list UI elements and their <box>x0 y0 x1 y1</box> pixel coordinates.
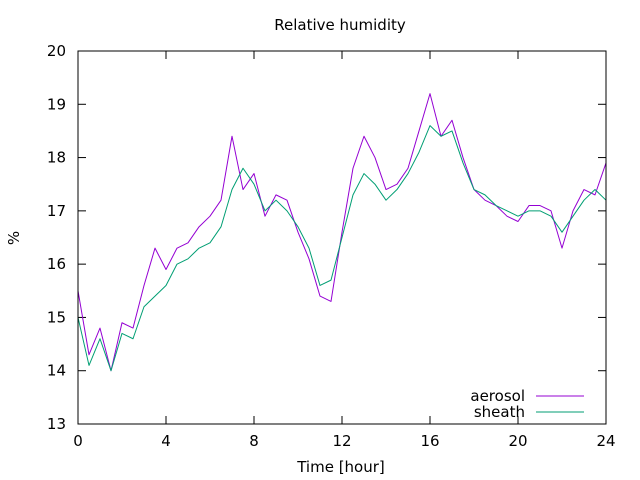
x-axis-label: Time [hour] <box>296 458 385 476</box>
x-tick-label: 16 <box>420 432 439 450</box>
y-tick-label: 19 <box>47 95 66 113</box>
series-line-aerosol <box>77 93 607 372</box>
y-tick-label: 14 <box>47 362 66 380</box>
y-tick-label: 20 <box>47 42 66 60</box>
legend-label-sheath: sheath <box>474 403 525 421</box>
y-tick-label: 17 <box>47 202 66 220</box>
chart-title: Relative humidity <box>274 16 406 34</box>
y-tick-label: 15 <box>47 308 66 326</box>
series-group <box>77 93 607 372</box>
series-line-sheath <box>77 125 607 372</box>
x-tick-label: 20 <box>508 432 527 450</box>
x-tick-label: 4 <box>161 432 171 450</box>
tick-labels: 0 4 8 12 16 20 24 13 14 15 16 17 18 19 20 <box>47 42 616 450</box>
x-tick-label: 8 <box>249 432 259 450</box>
y-tick-label: 16 <box>47 255 66 273</box>
y-axis-label: % <box>5 231 23 245</box>
x-tick-label: 0 <box>73 432 83 450</box>
x-tick-label: 24 <box>596 432 615 450</box>
y-tick-label: 13 <box>47 415 66 433</box>
plot-frame <box>77 50 607 425</box>
y-tick-label: 18 <box>47 149 66 167</box>
x-tick-label: 12 <box>332 432 351 450</box>
legend-label-aerosol: aerosol <box>470 387 525 405</box>
